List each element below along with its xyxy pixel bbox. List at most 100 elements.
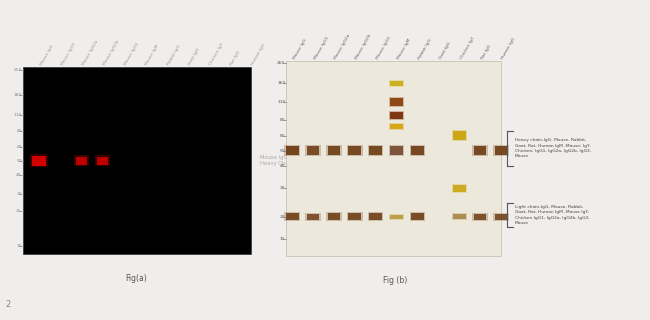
Text: 160: 160 bbox=[277, 81, 285, 85]
Text: Mouse IgG3: Mouse IgG3 bbox=[124, 42, 140, 66]
Text: 60: 60 bbox=[16, 145, 22, 149]
Bar bbox=[347, 145, 363, 156]
Bar bbox=[286, 146, 298, 156]
Bar bbox=[286, 213, 298, 220]
Bar bbox=[328, 146, 341, 156]
Text: Mouse IgG1: Mouse IgG1 bbox=[60, 42, 77, 66]
Bar bbox=[389, 111, 404, 120]
Text: 110: 110 bbox=[277, 100, 285, 104]
Bar bbox=[389, 97, 404, 107]
Text: Rat IgG: Rat IgG bbox=[229, 50, 241, 66]
Bar bbox=[411, 146, 424, 156]
Bar bbox=[453, 214, 465, 220]
Bar bbox=[473, 213, 488, 221]
Bar bbox=[390, 146, 403, 156]
Bar bbox=[285, 145, 300, 156]
Bar bbox=[390, 215, 403, 219]
Bar bbox=[452, 213, 467, 220]
Text: Mouse IgG1: Mouse IgG1 bbox=[313, 35, 330, 60]
Bar bbox=[348, 146, 361, 156]
Text: Heavy chain-IgG- Mouse, Rabbit,
Goat, Rat, Human IgM -Mouse; IgY-
Chicken; IgG1,: Heavy chain-IgG- Mouse, Rabbit, Goat, Ra… bbox=[515, 139, 592, 158]
Bar bbox=[389, 80, 404, 87]
Text: Mouse IgG2b: Mouse IgG2b bbox=[103, 39, 120, 66]
Bar bbox=[307, 147, 319, 155]
Text: Human IgG: Human IgG bbox=[501, 36, 517, 60]
Bar bbox=[452, 184, 467, 193]
Bar bbox=[368, 212, 384, 221]
Bar bbox=[390, 112, 403, 119]
Text: 50: 50 bbox=[280, 149, 285, 153]
Bar bbox=[306, 146, 321, 156]
Text: Fig(a): Fig(a) bbox=[125, 274, 148, 283]
Bar bbox=[73, 155, 89, 166]
Text: 40: 40 bbox=[280, 164, 285, 168]
Text: Mouse IgG: Mouse IgG bbox=[292, 38, 307, 60]
Bar bbox=[368, 145, 384, 156]
Text: Mouse IgG2b: Mouse IgG2b bbox=[355, 33, 372, 60]
Text: Human IgG: Human IgG bbox=[251, 43, 266, 66]
Bar bbox=[389, 214, 404, 220]
Bar bbox=[495, 214, 508, 220]
Bar bbox=[97, 157, 109, 165]
Bar bbox=[411, 213, 424, 220]
Text: 20: 20 bbox=[280, 215, 285, 219]
Text: 80: 80 bbox=[16, 129, 22, 133]
Bar bbox=[390, 81, 403, 86]
Text: Chicken IgY: Chicken IgY bbox=[460, 36, 475, 60]
Text: Rabbit IgG: Rabbit IgG bbox=[166, 44, 181, 66]
Bar bbox=[474, 214, 486, 220]
Bar bbox=[389, 123, 404, 130]
Bar bbox=[493, 145, 509, 156]
Bar bbox=[495, 146, 508, 156]
Text: Rabbit IgG: Rabbit IgG bbox=[417, 38, 432, 60]
Bar bbox=[285, 212, 300, 221]
Bar bbox=[348, 213, 361, 220]
Bar bbox=[32, 156, 46, 166]
Bar bbox=[473, 145, 488, 156]
Text: Goat IgG: Goat IgG bbox=[438, 41, 452, 60]
Bar bbox=[287, 61, 501, 256]
Text: 15: 15 bbox=[16, 244, 22, 248]
Bar bbox=[369, 146, 382, 156]
Text: 40: 40 bbox=[16, 173, 22, 177]
Text: Goat IgG: Goat IgG bbox=[187, 47, 200, 66]
Text: Fig (b): Fig (b) bbox=[383, 276, 407, 284]
Text: Mouse IgG: Mouse IgG bbox=[39, 44, 54, 66]
Text: 260: 260 bbox=[277, 61, 285, 65]
Text: Mouse IgG
Heavy Chain: Mouse IgG Heavy Chain bbox=[261, 155, 294, 166]
Bar bbox=[326, 145, 342, 156]
Text: 15: 15 bbox=[280, 237, 285, 241]
Bar bbox=[474, 146, 486, 156]
Bar bbox=[307, 214, 319, 220]
Text: 80: 80 bbox=[280, 117, 285, 122]
Bar bbox=[328, 213, 341, 220]
Text: Mouse IgM: Mouse IgM bbox=[145, 44, 160, 66]
Bar bbox=[390, 98, 403, 106]
Text: Mouse IgM: Mouse IgM bbox=[396, 37, 411, 60]
Bar bbox=[326, 212, 342, 221]
Bar bbox=[23, 67, 251, 254]
Text: 2: 2 bbox=[5, 300, 10, 309]
Bar bbox=[452, 130, 467, 141]
Text: Mouse IgG2a: Mouse IgG2a bbox=[334, 33, 352, 60]
Text: 30: 30 bbox=[16, 192, 22, 196]
Text: Mouse IgG3: Mouse IgG3 bbox=[376, 35, 392, 60]
Text: 60: 60 bbox=[280, 134, 285, 138]
Text: 50: 50 bbox=[16, 159, 22, 163]
Bar bbox=[95, 155, 110, 166]
Text: 30: 30 bbox=[280, 186, 285, 190]
Bar bbox=[389, 145, 404, 156]
Text: 250: 250 bbox=[14, 68, 22, 72]
Bar bbox=[369, 213, 382, 220]
Bar bbox=[390, 124, 403, 129]
Bar bbox=[30, 154, 48, 167]
Bar bbox=[410, 145, 425, 156]
Bar bbox=[410, 212, 425, 221]
Text: 180: 180 bbox=[14, 92, 22, 97]
Bar bbox=[347, 212, 363, 221]
Bar bbox=[306, 213, 321, 221]
Bar bbox=[453, 131, 465, 140]
Text: Light chain-IgG- Mouse, Rabbit,
Goat, Rat, Human IgM -Mouse IgY-
Chicken IgG1, I: Light chain-IgG- Mouse, Rabbit, Goat, Ra… bbox=[515, 205, 590, 225]
Text: Rat IgG: Rat IgG bbox=[480, 44, 491, 60]
Text: 110: 110 bbox=[14, 113, 22, 116]
